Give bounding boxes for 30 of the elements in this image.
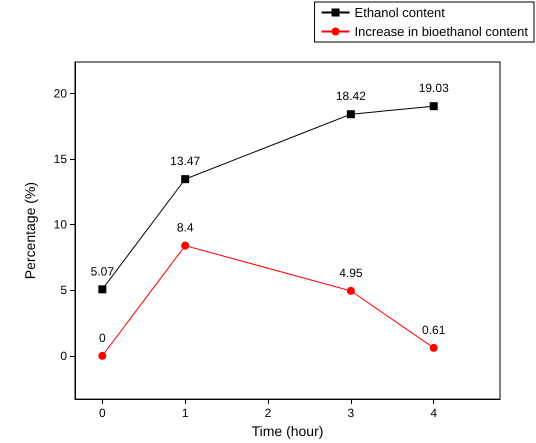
point	[98, 285, 106, 294]
y-tick-label: 5	[60, 283, 68, 298]
y-tick-label: 20	[54, 86, 68, 100]
x-tick-label: 2	[264, 406, 272, 420]
point	[346, 110, 355, 118]
x-tick-label: 3	[348, 406, 355, 420]
x-tick-label: 0	[98, 406, 106, 420]
point	[430, 344, 438, 352]
point	[181, 242, 190, 250]
data-label: 0	[98, 330, 106, 345]
data-label: 19.03	[418, 81, 450, 96]
point	[98, 352, 106, 360]
legend-label: Increase in bioethanol content	[354, 24, 528, 39]
point	[430, 102, 438, 110]
y-axis-title: Percentage (%)	[22, 182, 38, 280]
data-label: 4.95	[339, 266, 363, 280]
x-axis-title: Time (hour)	[252, 423, 324, 439]
x-tick-label: 4	[430, 406, 438, 420]
data-label: 8.4	[176, 220, 194, 235]
data-label: 18.42	[336, 89, 366, 104]
x-tick-label: 1	[182, 406, 189, 420]
data-label: 0.61	[422, 322, 446, 337]
legend-label: Ethanol content	[354, 5, 446, 20]
data-label: 5.07	[90, 264, 114, 278]
point	[346, 286, 355, 295]
data-label: 13.47	[170, 154, 201, 168]
point	[181, 175, 190, 184]
y-tick-label: 10	[54, 218, 68, 232]
y-tick-label: 0	[60, 348, 68, 363]
y-tick-label: 15	[54, 152, 68, 166]
